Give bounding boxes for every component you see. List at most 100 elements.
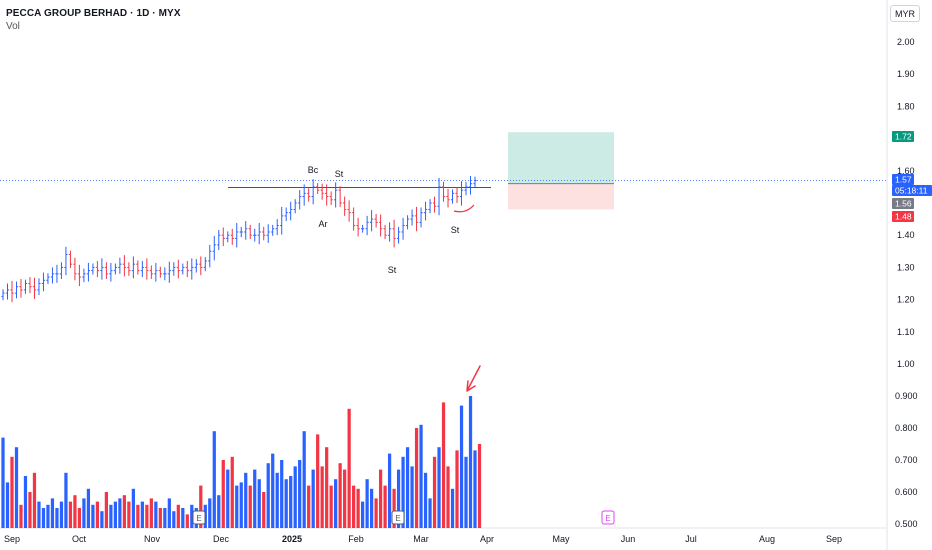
price-bar xyxy=(361,224,365,233)
volume-bar xyxy=(154,501,158,528)
price-bar xyxy=(68,250,73,269)
volume-bar xyxy=(109,504,113,528)
price-bar xyxy=(446,188,450,208)
volume-bar xyxy=(293,466,297,528)
earnings-marker[interactable]: E xyxy=(601,510,615,525)
price-bar xyxy=(347,200,351,222)
price-tick-label: 1.60 xyxy=(897,166,915,176)
volume-bar xyxy=(450,488,455,528)
volume-bar xyxy=(325,447,329,528)
volume-bar xyxy=(82,498,86,528)
svg-text:1.48: 1.48 xyxy=(895,212,912,222)
price-bar xyxy=(217,230,221,251)
time-tick-label: Jun xyxy=(621,534,636,544)
volume-bar xyxy=(468,396,473,528)
time-tick-label: May xyxy=(552,534,570,544)
volume-bar xyxy=(68,501,73,528)
time-tick-label: Feb xyxy=(348,534,364,544)
volume-bar xyxy=(473,450,477,528)
volume-bar xyxy=(1,437,5,528)
time-tick-label: Dec xyxy=(213,534,230,544)
price-bar xyxy=(266,224,270,243)
volume-bar xyxy=(50,498,55,528)
price-bar xyxy=(455,186,459,203)
time-tick-label: 2025 xyxy=(282,534,302,544)
volume-bar xyxy=(338,463,342,528)
price-bar xyxy=(248,224,252,240)
stop-zone[interactable] xyxy=(508,183,614,210)
volume-bar xyxy=(396,469,401,528)
price-bar xyxy=(423,201,428,221)
price-bar xyxy=(379,214,383,237)
price-axis-panel[interactable] xyxy=(887,0,932,550)
volume-indicator-label[interactable]: Vol xyxy=(6,21,20,32)
annotation-st-3: St xyxy=(451,225,460,235)
time-tick-label: Jul xyxy=(685,534,697,544)
volume-bar xyxy=(244,472,248,528)
price-bar xyxy=(284,207,288,222)
volume-tick-label: 0.600 xyxy=(895,487,918,497)
volume-bar xyxy=(104,492,109,528)
price-bar xyxy=(343,196,347,216)
volume-bar xyxy=(131,488,135,528)
price-bar xyxy=(149,265,153,279)
price-bar xyxy=(104,262,108,279)
price-bar xyxy=(136,260,140,275)
volume-bar xyxy=(181,508,185,528)
volume-arrow xyxy=(466,365,481,392)
volume-bar xyxy=(5,482,10,528)
price-bar xyxy=(203,257,207,272)
price-bar xyxy=(181,263,185,275)
price-tick-label: 2.00 xyxy=(897,37,915,47)
volume-bar xyxy=(64,472,68,528)
volume-bar xyxy=(122,495,126,528)
price-bar xyxy=(392,219,396,248)
price-bar xyxy=(450,189,455,204)
volume-bar xyxy=(41,508,46,528)
currency-button[interactable]: MYR xyxy=(890,5,920,22)
volume-bar xyxy=(221,460,225,528)
volume-bar xyxy=(91,504,95,528)
price-bar xyxy=(32,277,37,299)
volume-bar xyxy=(149,498,153,528)
price-bar xyxy=(374,213,378,228)
price-bar xyxy=(208,244,212,268)
volume-bar xyxy=(280,460,284,528)
price-bar xyxy=(293,199,297,214)
price-bar xyxy=(468,175,473,195)
volume-bar xyxy=(172,511,176,528)
price-tick-label: 1.40 xyxy=(897,230,915,240)
price-bar xyxy=(352,207,356,231)
price-bar xyxy=(109,262,113,282)
price-tick-label: 1.90 xyxy=(897,69,915,79)
price-bar xyxy=(55,264,59,283)
symbol-title[interactable]: PECCA GROUP BERHAD · 1D · MYX xyxy=(6,8,181,19)
earnings-marker[interactable]: E xyxy=(391,510,405,525)
price-bar xyxy=(410,209,414,226)
target-zone[interactable] xyxy=(508,132,614,184)
price-bar xyxy=(271,224,275,236)
volume-bar xyxy=(217,495,221,528)
price-tag: 1.56 xyxy=(892,198,914,209)
price-bar xyxy=(432,196,437,213)
price-bar xyxy=(212,235,216,261)
volume-bar xyxy=(271,453,275,528)
volume-bar xyxy=(140,501,144,528)
volume-bar xyxy=(28,492,32,528)
price-bar xyxy=(190,258,194,280)
volume-bar xyxy=(455,450,459,528)
price-bar xyxy=(10,280,14,303)
volume-bar xyxy=(113,501,117,528)
price-bar xyxy=(226,231,230,243)
annotation-ar: Ar xyxy=(319,219,328,229)
volume-bar xyxy=(55,508,59,528)
volume-bar xyxy=(37,501,41,528)
volume-bar xyxy=(46,504,50,528)
volume-bar xyxy=(320,466,324,528)
earnings-marker[interactable]: E xyxy=(192,510,206,525)
volume-bar xyxy=(257,479,261,528)
position-zones[interactable] xyxy=(508,132,614,210)
volume-bar xyxy=(167,498,171,528)
